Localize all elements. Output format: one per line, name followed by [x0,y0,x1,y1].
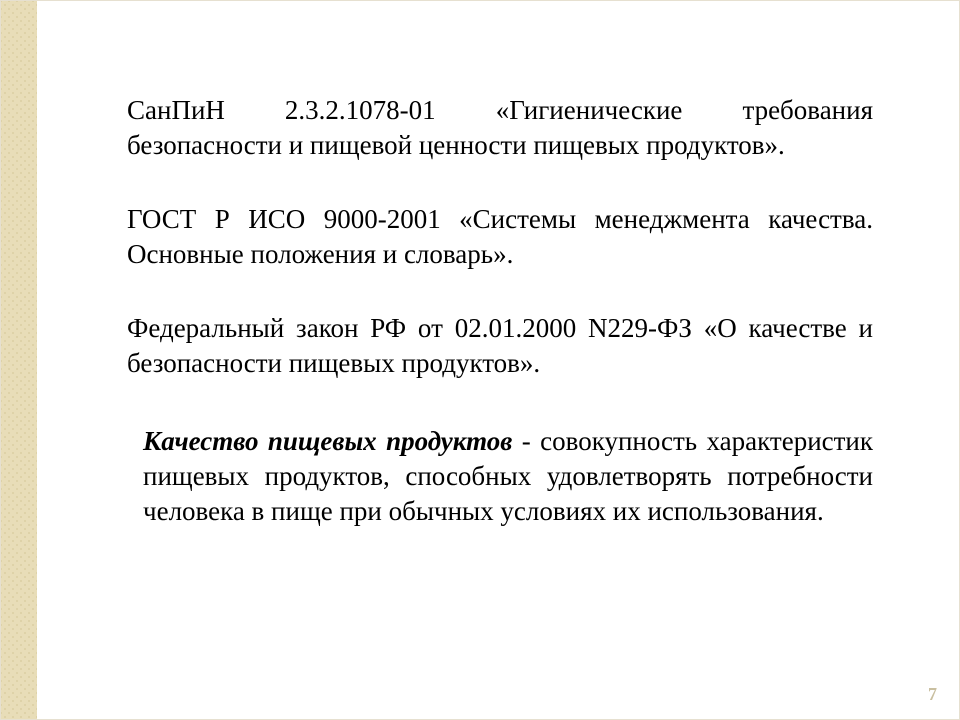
page-number: 7 [928,684,937,705]
paragraph-sanpin: СанПиН 2.3.2.1078-01 «Гигиенические треб… [127,93,873,162]
paragraph-definition: Качество пищевых продуктов - совокупност… [143,424,873,529]
decorative-sidebar [1,1,37,719]
paragraph-federal-law: Федеральный закон РФ от 02.01.2000 N229-… [127,311,873,380]
definition-term: Качество пищевых продуктов [143,426,512,456]
paragraph-gost: ГОСТ Р ИСО 9000-2001 «Системы менеджмент… [127,202,873,271]
slide: СанПиН 2.3.2.1078-01 «Гигиенические треб… [0,0,960,720]
slide-content: СанПиН 2.3.2.1078-01 «Гигиенические треб… [127,93,873,530]
